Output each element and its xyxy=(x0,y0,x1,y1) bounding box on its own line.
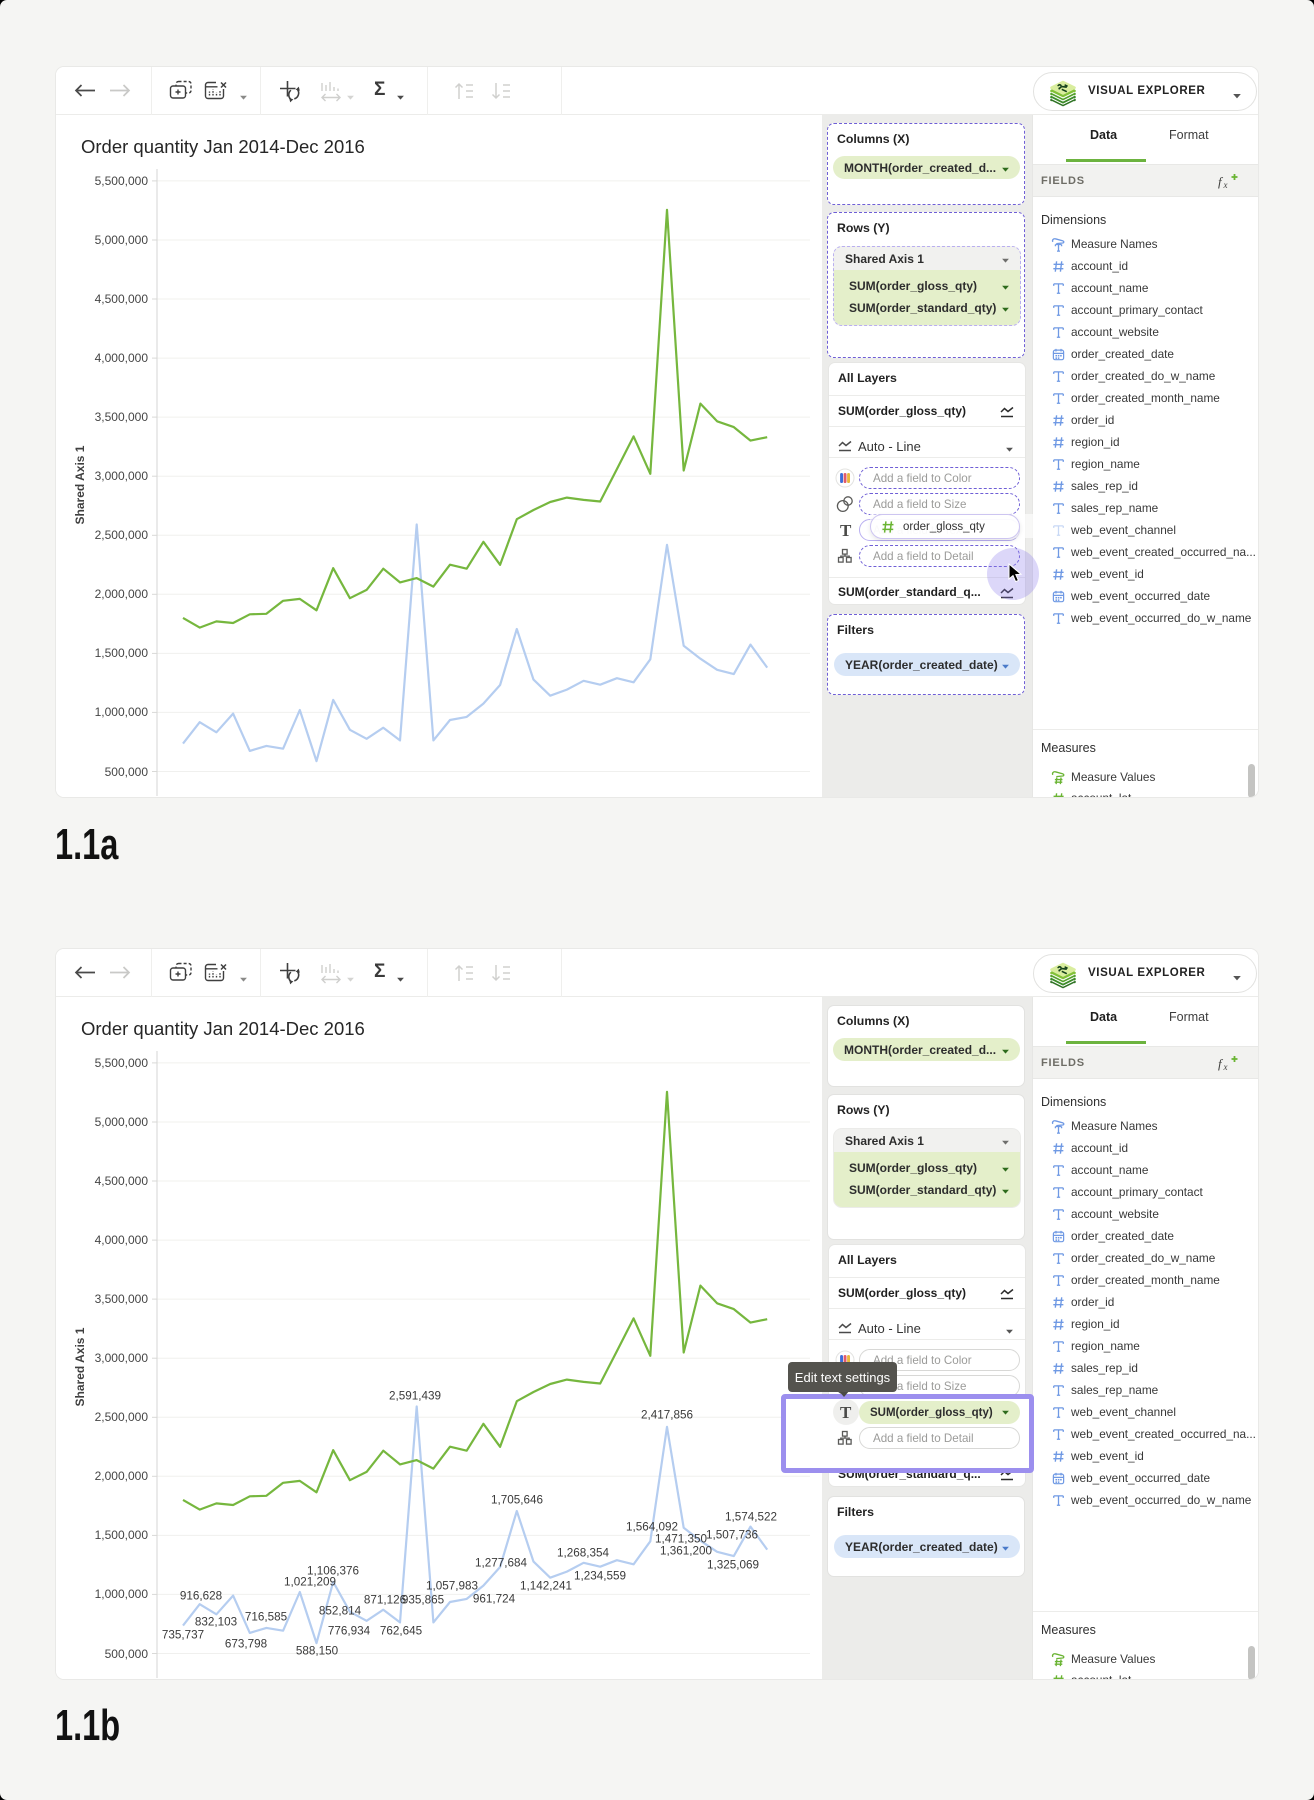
svg-text:x: x xyxy=(1223,180,1228,190)
svg-text:f: f xyxy=(1218,1056,1224,1071)
svg-text:f: f xyxy=(1218,174,1224,189)
svg-text:x: x xyxy=(1223,1062,1228,1072)
